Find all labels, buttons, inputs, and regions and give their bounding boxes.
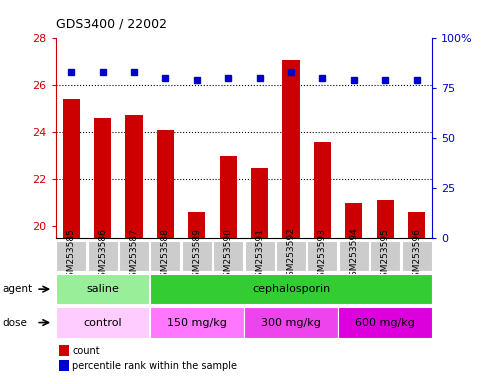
FancyBboxPatch shape bbox=[119, 241, 149, 271]
Bar bbox=[251, 167, 268, 384]
FancyBboxPatch shape bbox=[213, 241, 243, 271]
Bar bbox=[150, 274, 432, 304]
Text: agent: agent bbox=[2, 284, 32, 294]
Bar bbox=[59, 360, 69, 371]
Text: GSM253588: GSM253588 bbox=[161, 228, 170, 283]
Text: GSM253591: GSM253591 bbox=[255, 228, 264, 283]
Text: control: control bbox=[84, 318, 122, 328]
FancyBboxPatch shape bbox=[276, 241, 306, 271]
Text: 300 mg/kg: 300 mg/kg bbox=[261, 318, 321, 328]
Bar bbox=[244, 308, 338, 338]
Text: GSM253586: GSM253586 bbox=[98, 228, 107, 283]
Text: GSM253594: GSM253594 bbox=[349, 228, 358, 283]
Text: cephalosporin: cephalosporin bbox=[252, 284, 330, 294]
Text: 600 mg/kg: 600 mg/kg bbox=[355, 318, 415, 328]
Text: dose: dose bbox=[2, 318, 28, 328]
Bar bbox=[157, 130, 174, 384]
Bar bbox=[408, 212, 425, 384]
Text: GSM253589: GSM253589 bbox=[192, 228, 201, 283]
Bar bbox=[150, 308, 243, 338]
Bar bbox=[188, 212, 205, 384]
Text: percentile rank within the sample: percentile rank within the sample bbox=[72, 361, 238, 371]
Text: 150 mg/kg: 150 mg/kg bbox=[167, 318, 227, 328]
FancyBboxPatch shape bbox=[182, 241, 212, 271]
Bar bbox=[126, 115, 142, 384]
Bar bbox=[220, 156, 237, 384]
Bar bbox=[314, 142, 331, 384]
Bar bbox=[56, 308, 149, 338]
Bar bbox=[56, 274, 149, 304]
Bar bbox=[345, 203, 362, 384]
FancyBboxPatch shape bbox=[307, 241, 338, 271]
Text: GDS3400 / 22002: GDS3400 / 22002 bbox=[56, 18, 167, 31]
FancyBboxPatch shape bbox=[370, 241, 400, 271]
Text: GSM253590: GSM253590 bbox=[224, 228, 233, 283]
Text: GSM253593: GSM253593 bbox=[318, 228, 327, 283]
FancyBboxPatch shape bbox=[244, 241, 275, 271]
Text: GSM253585: GSM253585 bbox=[67, 228, 76, 283]
Bar bbox=[59, 345, 69, 356]
Bar bbox=[283, 60, 299, 384]
Text: count: count bbox=[72, 346, 100, 356]
Text: GSM253595: GSM253595 bbox=[381, 228, 390, 283]
Bar bbox=[339, 308, 432, 338]
FancyBboxPatch shape bbox=[56, 241, 86, 271]
Bar bbox=[63, 99, 80, 384]
Bar bbox=[94, 118, 111, 384]
FancyBboxPatch shape bbox=[401, 241, 432, 271]
Text: GSM253596: GSM253596 bbox=[412, 228, 421, 283]
FancyBboxPatch shape bbox=[87, 241, 118, 271]
Text: GSM253587: GSM253587 bbox=[129, 228, 139, 283]
Bar bbox=[377, 200, 394, 384]
FancyBboxPatch shape bbox=[339, 241, 369, 271]
FancyBboxPatch shape bbox=[150, 241, 181, 271]
Text: GSM253592: GSM253592 bbox=[286, 228, 296, 283]
Text: saline: saline bbox=[86, 284, 119, 294]
